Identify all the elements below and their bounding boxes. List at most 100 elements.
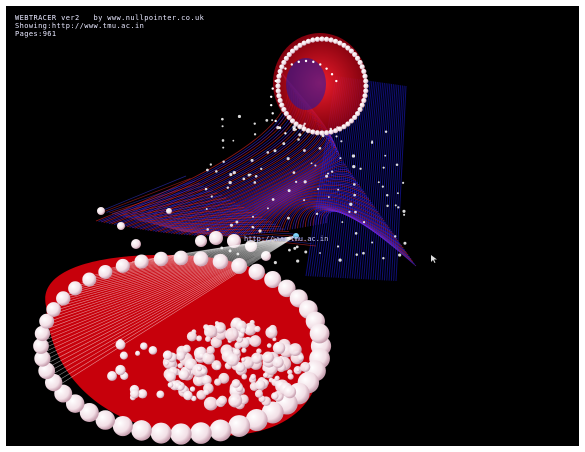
node-sphere — [254, 389, 264, 398]
node-sphere — [381, 185, 384, 188]
link-line — [169, 227, 299, 237]
link-line — [47, 235, 297, 373]
node-sphere — [241, 357, 246, 362]
link-line — [54, 235, 297, 309]
node-sphere — [33, 338, 49, 354]
node-sphere — [248, 263, 265, 281]
node-sphere — [192, 374, 205, 387]
node-sphere — [341, 124, 347, 130]
webtracer-viewport[interactable]: WEBTRACER ver2 by www.nullpointer.co.uk … — [6, 6, 579, 446]
link-line — [214, 167, 349, 237]
link-line — [41, 235, 297, 354]
node-sphere — [271, 392, 279, 400]
node-sphere — [284, 132, 287, 135]
node-sphere — [209, 231, 223, 245]
node-sphere — [303, 199, 306, 202]
node-sphere — [256, 348, 262, 354]
node-sphere — [296, 259, 300, 263]
node-sphere — [228, 393, 243, 408]
link-line — [100, 175, 187, 212]
showing-url: http://www.tmu.ac.in — [51, 22, 145, 30]
node-sphere — [327, 172, 330, 175]
root-node[interactable] — [293, 233, 299, 239]
node-sphere — [279, 64, 285, 70]
node-sphere — [298, 133, 302, 137]
showing-label: Showing: — [15, 22, 52, 30]
node-sphere — [137, 389, 148, 399]
node-sphere — [226, 353, 240, 367]
node-sphere — [301, 126, 307, 132]
node-sphere — [240, 327, 246, 334]
node-sphere — [314, 36, 321, 42]
link-line — [43, 235, 297, 366]
node-sphere — [319, 36, 325, 42]
node-sphere — [231, 378, 241, 388]
node-sphere — [34, 325, 51, 342]
bottom-node-ring[interactable] — [33, 235, 332, 445]
node-sphere — [384, 130, 388, 133]
link-line — [178, 229, 312, 244]
node-sphere — [287, 369, 293, 375]
link-line — [360, 82, 380, 280]
node-sphere — [359, 167, 362, 170]
link-line — [209, 163, 346, 237]
link-line — [53, 235, 297, 384]
node-sphere — [295, 367, 301, 372]
node-sphere — [295, 245, 299, 249]
node-sphere — [336, 245, 340, 248]
node-sphere — [339, 157, 342, 160]
node-sphere — [274, 79, 277, 83]
node-sphere — [332, 128, 339, 134]
link-line — [134, 204, 240, 220]
node-sphere — [253, 181, 257, 184]
link-line — [109, 182, 200, 214]
link-line — [117, 190, 213, 216]
link-line — [147, 216, 263, 224]
node-sphere — [283, 385, 297, 399]
node-sphere — [332, 38, 339, 44]
node-sphere — [377, 181, 380, 184]
node-sphere — [269, 103, 273, 107]
link-line — [156, 223, 276, 226]
node-sphere — [403, 241, 407, 245]
node-sphere — [292, 171, 296, 174]
node-sphere — [317, 188, 320, 191]
link-line — [261, 193, 377, 234]
node-sphere — [175, 351, 186, 361]
node-sphere — [39, 313, 55, 329]
link-line — [243, 184, 366, 236]
node-sphere — [97, 207, 105, 215]
link-line — [276, 199, 387, 232]
node-sphere — [221, 139, 225, 142]
link-line — [294, 205, 398, 240]
node-sphere — [395, 163, 399, 166]
node-sphere — [355, 253, 359, 256]
node-sphere — [222, 160, 225, 164]
node-sphere — [221, 117, 224, 121]
link-line — [56, 235, 297, 388]
link-line — [356, 81, 376, 279]
node-sphere — [153, 251, 169, 267]
node-sphere — [222, 146, 225, 149]
node-sphere — [265, 326, 278, 339]
link-line — [41, 235, 297, 339]
node-sphere — [319, 130, 325, 136]
link-line — [388, 85, 402, 281]
node-sphere — [362, 73, 368, 79]
node-sphere — [245, 409, 268, 432]
node-sphere — [287, 189, 291, 193]
site-graph-canvas[interactable] — [6, 6, 579, 446]
node-sphere — [287, 216, 290, 220]
node-sphere — [325, 67, 328, 70]
link-line — [383, 84, 398, 281]
top-node-ring[interactable] — [269, 33, 369, 136]
node-sphere — [362, 251, 365, 255]
node-sphere — [170, 423, 192, 445]
link-line — [42, 235, 297, 335]
node-sphere — [215, 364, 221, 370]
node-sphere — [371, 241, 374, 244]
hud-overlay: WEBTRACER ver2 by www.nullpointer.co.uk … — [15, 14, 204, 38]
link-line — [145, 214, 258, 223]
node-sphere — [348, 118, 355, 124]
node-sphere — [148, 346, 158, 355]
